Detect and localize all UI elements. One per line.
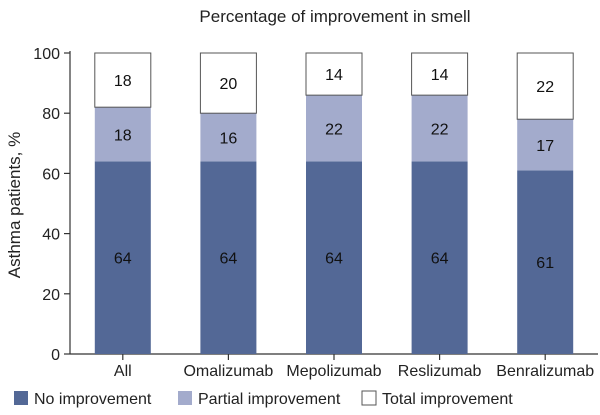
data-label: 17	[536, 138, 554, 155]
bar-segment	[94, 107, 151, 162]
category-label: Benralizumab	[496, 363, 594, 380]
bar-segment	[200, 161, 257, 354]
data-label: 20	[220, 76, 238, 93]
category-label: Mepolizumab	[286, 363, 381, 380]
data-label: 18	[114, 127, 132, 144]
bar-segment	[200, 113, 257, 162]
bar-segment	[411, 95, 468, 162]
y-tick-label: 40	[42, 227, 60, 244]
bar-segment	[305, 52, 363, 96]
data-label: 22	[325, 121, 343, 138]
category-labels: All Omalizumab Mepolizumab Reslizumab Benral…	[114, 354, 594, 380]
bar-segment	[94, 52, 152, 108]
bar-segment	[516, 52, 574, 120]
axes: 0 20 40 60 80 100	[33, 46, 598, 364]
data-label: 22	[431, 121, 449, 138]
bar-segment	[306, 161, 362, 354]
legend-label: Partial improvement	[198, 391, 341, 408]
legend: No improvement Partial improvement Total i…	[14, 390, 513, 408]
y-tick-label: 0	[51, 347, 60, 364]
bar-segment	[94, 161, 151, 354]
bar-segment	[411, 52, 469, 96]
data-label: 18	[114, 73, 132, 90]
data-label: 61	[536, 255, 554, 272]
data-label: 16	[220, 130, 238, 147]
category-label: All	[114, 363, 132, 380]
bar-segment	[411, 161, 468, 354]
y-tick-label: 60	[42, 166, 60, 183]
legend-swatch	[178, 391, 192, 405]
data-label: 22	[536, 79, 554, 96]
chart-title: Percentage of improvement in smell	[199, 7, 470, 26]
bar-segment	[199, 52, 257, 114]
bar-segment	[517, 170, 574, 354]
y-tick-label: 100	[33, 46, 60, 63]
legend-swatch	[14, 391, 28, 405]
data-label: 64	[114, 251, 132, 268]
y-axis-label: Asthma patients, %	[5, 132, 24, 278]
data-label: 14	[325, 67, 343, 84]
legend-label: Total improvement	[382, 391, 513, 408]
data-label: 64	[220, 251, 238, 268]
y-tick-label: 20	[42, 287, 60, 304]
legend-swatch	[361, 390, 377, 406]
bars-group: 64 18 18 64 16 20 64 22 14 64 22 14 61 17 22	[94, 52, 574, 354]
bar-segment	[517, 119, 574, 171]
y-tick-label: 80	[42, 106, 60, 123]
bar-segment	[306, 95, 362, 162]
data-label: 14	[431, 67, 449, 84]
category-label: Omalizumab	[183, 363, 273, 380]
data-label: 64	[431, 251, 449, 268]
data-label: 64	[325, 251, 343, 268]
category-label: Reslizumab	[398, 363, 482, 380]
legend-label: No improvement	[34, 391, 152, 408]
